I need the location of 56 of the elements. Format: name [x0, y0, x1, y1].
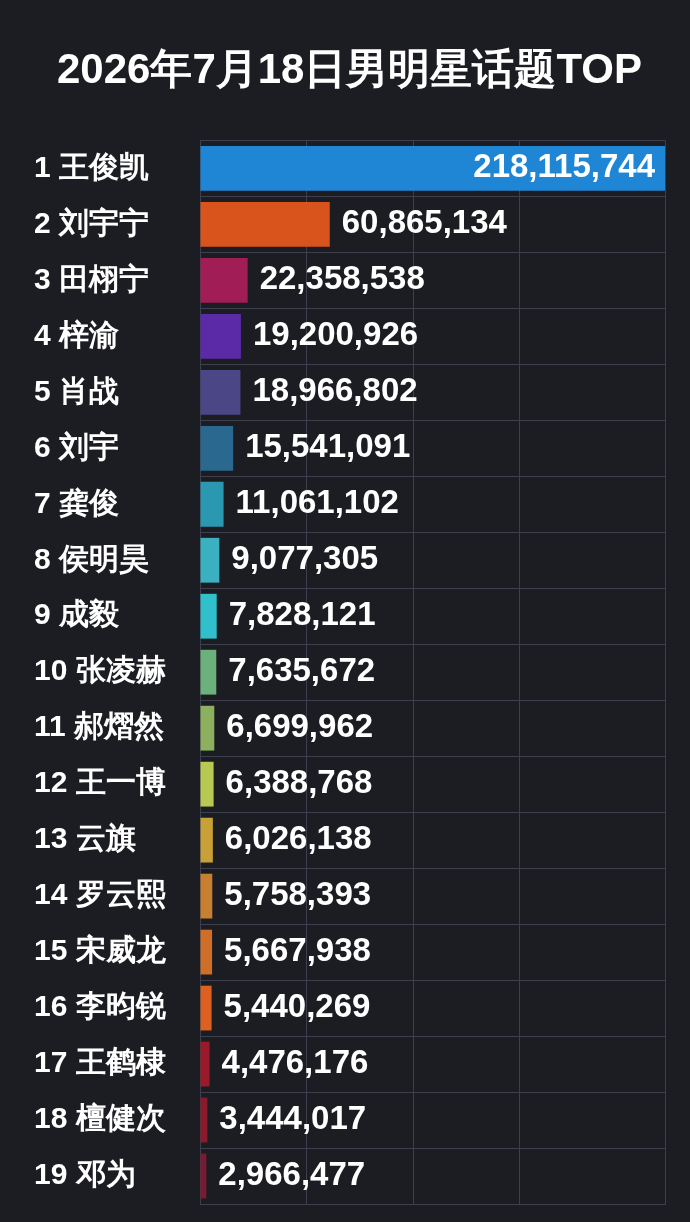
y-tick-label: 12 王一博: [34, 765, 166, 799]
y-tick-label: 11 郝熠然: [34, 709, 165, 743]
bar: [200, 761, 214, 807]
bar: [200, 201, 330, 247]
bar: [200, 257, 248, 303]
bar: [200, 985, 212, 1031]
data-label: 15,541,091: [245, 427, 411, 465]
y-tick-label: 1 王俊凯: [34, 149, 150, 183]
bar: [200, 425, 234, 471]
bar: [200, 593, 217, 639]
data-label: 9,077,305: [231, 539, 379, 577]
y-tick-label: 9 成毅: [34, 597, 121, 631]
data-label: 60,865,134: [341, 203, 508, 241]
data-label: 5,667,938: [224, 931, 371, 969]
data-label: 5,758,393: [224, 875, 372, 913]
data-label: 2,966,477: [218, 1155, 366, 1193]
y-tick-label: 16 李昀锐: [34, 989, 167, 1023]
data-label: 11,061,102: [235, 483, 399, 521]
data-label: 5,440,269: [223, 987, 371, 1025]
bar: [200, 146, 665, 191]
y-tick-label: 5 肖战: [34, 373, 120, 407]
data-label: 6,388,768: [225, 763, 373, 801]
data-label: 218,115,744: [473, 147, 656, 185]
y-tick-label: 4 梓渝: [34, 317, 120, 351]
bar: [200, 705, 215, 751]
data-label: 6,026,138: [224, 819, 372, 857]
bar: [200, 1041, 210, 1087]
data-label: 3,444,017: [219, 1099, 367, 1137]
data-label: 19,200,926: [252, 315, 419, 353]
y-tick-label: 6 刘宇: [34, 429, 120, 463]
data-label: 7,828,121: [228, 595, 376, 633]
y-tick-label: 18 檀健次: [34, 1101, 166, 1135]
y-tick-label: 2 刘宇宁: [34, 205, 150, 239]
bar: [200, 929, 213, 975]
bar: [200, 817, 213, 863]
y-tick-label: 15 宋威龙: [34, 933, 167, 967]
y-tick-label: 10 张凌赫: [34, 653, 166, 687]
bar: [200, 313, 241, 359]
bar: [200, 481, 224, 527]
data-label: 22,358,538: [259, 259, 425, 297]
y-tick-label: 3 田栩宁: [34, 261, 150, 295]
y-tick-label: 8 侯明昊: [34, 541, 150, 575]
y-tick-label: 17 王鹤棣: [34, 1045, 166, 1079]
y-tick-label: 19 邓为: [34, 1157, 136, 1191]
y-tick-label: 14 罗云熙: [34, 877, 166, 911]
bar: [200, 649, 217, 695]
y-tick-label: 7 龚俊: [34, 485, 120, 519]
data-label: 6,699,962: [226, 707, 374, 745]
bar: [200, 369, 241, 415]
bar: [200, 873, 213, 919]
data-label: 4,476,176: [221, 1043, 369, 1081]
chart-title: 2026年7月18日男明星话题TOP: [56, 44, 643, 92]
data-label: 7,635,672: [228, 651, 376, 689]
bar: [200, 537, 220, 583]
data-label: 18,966,802: [252, 371, 418, 409]
y-tick-label: 13 云旗: [34, 821, 136, 855]
